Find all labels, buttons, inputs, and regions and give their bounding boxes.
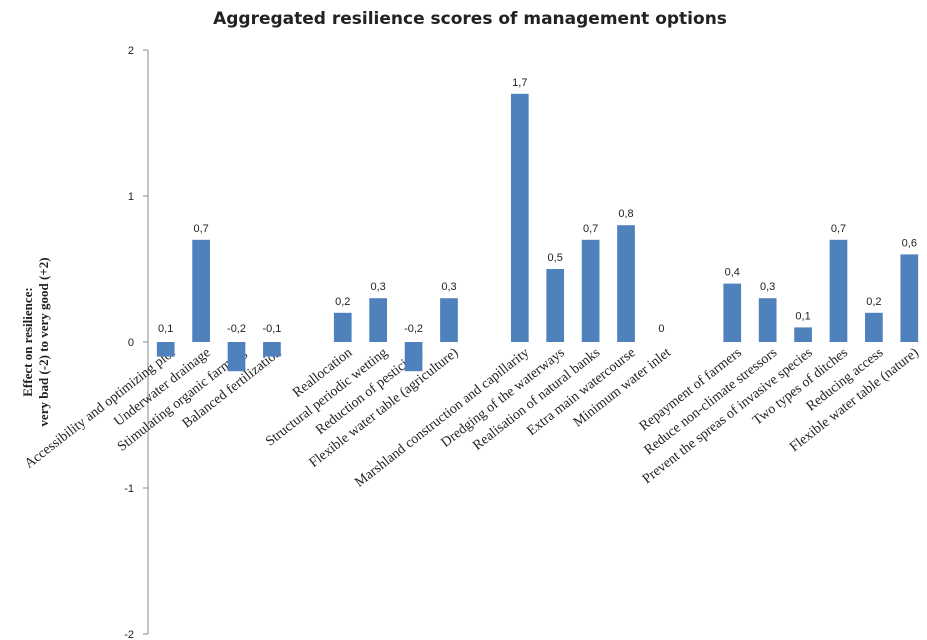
bar (546, 269, 565, 342)
bar (227, 342, 246, 372)
value-label: 0,7 (193, 223, 208, 235)
bar (156, 342, 175, 357)
y-axis-title: Effect on resilience: very bad (-2) to v… (20, 257, 51, 426)
value-label: 0,8 (618, 208, 633, 220)
bar (794, 327, 812, 342)
value-label: 0,6 (902, 237, 917, 249)
bar (404, 342, 423, 372)
value-label: 0,2 (866, 296, 881, 308)
y-axis-title-line: Effect on resilience: (20, 287, 35, 397)
value-label: 0 (658, 323, 664, 335)
bar (369, 298, 388, 342)
bar (510, 93, 529, 342)
y-tick-label: 0 (128, 337, 134, 349)
bar (581, 239, 600, 342)
value-label: 0,7 (831, 223, 846, 235)
value-label: -0,1 (262, 323, 281, 335)
value-label: 1,7 (512, 77, 527, 89)
value-label: 0,1 (158, 323, 173, 335)
value-label: 0,4 (725, 267, 740, 279)
bar (333, 312, 352, 342)
value-label: 0,3 (371, 281, 386, 293)
bar (865, 312, 883, 342)
y-tick-label: 1 (128, 191, 134, 203)
bar (723, 283, 742, 342)
value-label: 0,1 (795, 310, 810, 322)
bar (758, 298, 777, 342)
y-tick-label: -1 (124, 483, 134, 495)
bar (829, 239, 848, 342)
value-label: 0,7 (583, 223, 598, 235)
y-tick-label: -2 (124, 629, 134, 640)
bar (440, 298, 458, 342)
y-axis-title-line: very bad (-2) to very good (+2) (36, 257, 51, 426)
bar (900, 254, 919, 342)
value-label: 0,3 (441, 281, 456, 293)
value-label: 0,2 (335, 296, 350, 308)
bar (192, 239, 210, 342)
value-label: -0,2 (404, 323, 423, 335)
bar (263, 342, 281, 357)
y-tick-label: 2 (128, 45, 134, 57)
chart-title: Aggregated resilience scores of manageme… (213, 9, 727, 29)
value-label: 0,5 (548, 252, 563, 264)
value-label: -0,2 (227, 323, 246, 335)
value-label: 0,3 (760, 281, 775, 293)
bar (617, 225, 635, 342)
